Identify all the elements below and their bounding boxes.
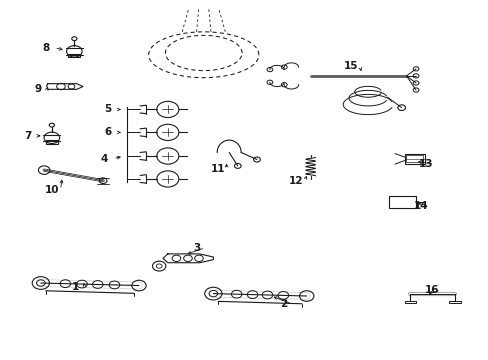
Text: 5: 5 xyxy=(104,104,111,114)
Text: 15: 15 xyxy=(344,62,358,71)
Text: 13: 13 xyxy=(418,159,432,169)
Text: 3: 3 xyxy=(193,243,200,253)
Text: 2: 2 xyxy=(280,299,287,309)
Text: 9: 9 xyxy=(35,84,42,94)
Bar xyxy=(406,155,422,162)
Bar xyxy=(68,54,80,57)
Bar xyxy=(388,196,415,207)
Text: 12: 12 xyxy=(288,176,303,186)
Text: 8: 8 xyxy=(42,43,49,53)
Text: 10: 10 xyxy=(44,185,59,195)
Bar xyxy=(404,154,424,164)
Text: 7: 7 xyxy=(24,131,32,141)
Text: 4: 4 xyxy=(101,154,108,164)
Bar xyxy=(46,140,58,144)
Text: 6: 6 xyxy=(104,127,111,138)
Text: 11: 11 xyxy=(210,165,225,174)
Text: 1: 1 xyxy=(72,282,79,292)
Bar xyxy=(448,301,460,303)
Bar xyxy=(404,301,415,303)
Text: 16: 16 xyxy=(424,285,439,295)
Text: 14: 14 xyxy=(413,202,427,211)
